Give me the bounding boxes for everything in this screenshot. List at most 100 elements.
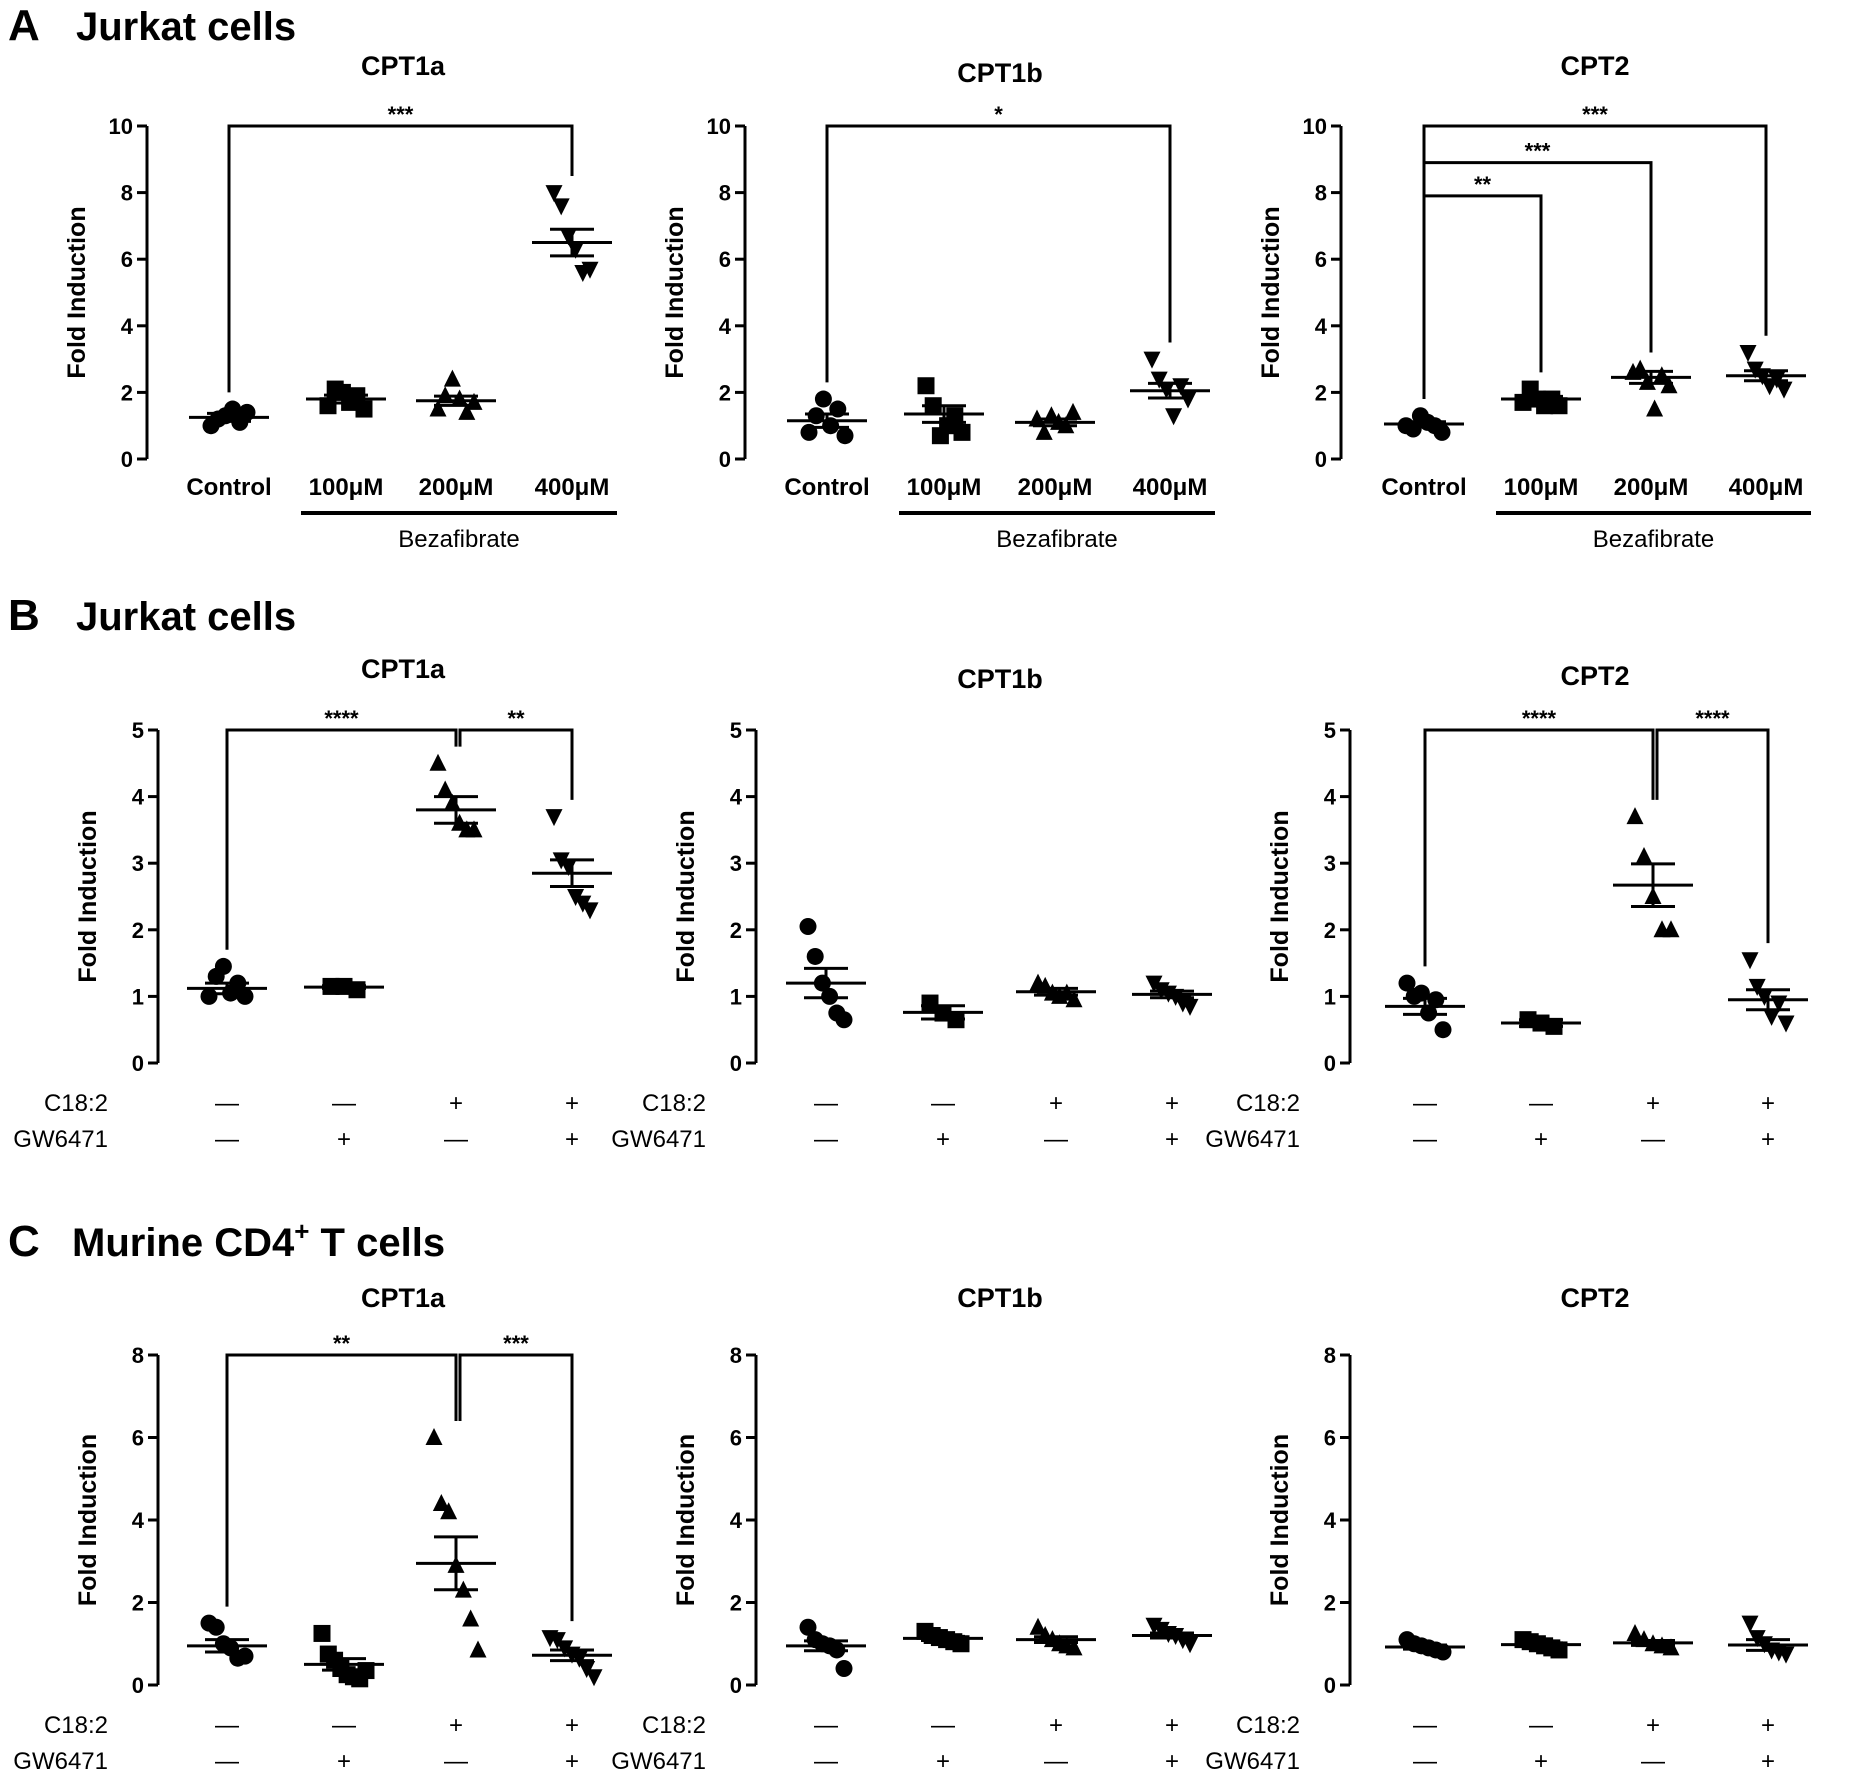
y-tick-label: 8: [730, 1343, 742, 1368]
condition-value: —: [215, 1748, 239, 1774]
significance-label: ****: [1522, 706, 1557, 731]
x-category-label: 100μM: [907, 474, 982, 501]
y-axis-label: Fold Induction: [672, 1434, 700, 1606]
y-tick-label: 2: [1315, 380, 1327, 405]
condition-value: +: [1761, 1748, 1775, 1774]
data-point: [1626, 807, 1644, 825]
data-point: [953, 423, 971, 441]
chart-title-a2: CPT1b: [957, 58, 1043, 88]
y-axis-label: Fold Induction: [63, 206, 91, 378]
data-point: [814, 390, 832, 408]
panel-c-title-sup: +: [294, 1216, 309, 1246]
significance-bracket: [1655, 728, 1770, 944]
data-point: [1777, 1015, 1795, 1033]
data-point: [1434, 1021, 1452, 1039]
panel-c-title-rest: T cells: [309, 1221, 445, 1265]
significance-bracket: [458, 1353, 574, 1622]
y-axis-label: Fold Induction: [1257, 206, 1285, 378]
data-point: [1775, 381, 1793, 399]
condition-value: +: [1049, 1712, 1063, 1739]
y-tick-label: 8: [719, 181, 731, 206]
data-point: [581, 902, 599, 920]
significance-bracket: [1422, 124, 1768, 400]
data-point: [1143, 351, 1161, 369]
y-tick-label: 2: [132, 1591, 144, 1616]
data-point: [469, 1640, 487, 1658]
y-tick-label: 0: [719, 447, 731, 472]
data-point: [425, 1428, 443, 1445]
y-tick-label: 8: [132, 1343, 144, 1368]
condition-value: —: [1044, 1748, 1068, 1774]
condition-value: —: [1413, 1126, 1437, 1153]
data-point: [458, 402, 476, 420]
y-axis-label: Fold Induction: [74, 810, 102, 982]
condition-value: +: [1761, 1712, 1775, 1739]
data-point: [319, 397, 337, 415]
significance-label: ***: [503, 1331, 529, 1356]
data-point: [1433, 423, 1451, 441]
y-tick-label: 10: [1303, 114, 1327, 139]
y-tick-label: 6: [719, 247, 731, 272]
condition-value: —: [1044, 1126, 1068, 1153]
y-tick-label: 0: [1324, 1051, 1336, 1076]
condition-value: —: [215, 1712, 239, 1739]
panel-b-letter: B: [8, 591, 40, 640]
chart-title-b3: CPT2: [1560, 661, 1629, 691]
data-point: [465, 820, 483, 838]
y-axis-label: Fold Induction: [661, 206, 689, 378]
condition-value: +: [565, 1126, 579, 1153]
y-tick-label: 0: [1324, 1673, 1336, 1698]
condition-label: C18:2: [44, 1090, 108, 1117]
y-tick-label: 4: [730, 785, 743, 810]
x-category-label: 200μM: [1614, 474, 1689, 501]
y-tick-label: 4: [730, 1508, 743, 1533]
data-point: [440, 1502, 458, 1520]
condition-value: +: [1534, 1126, 1548, 1153]
condition-value: +: [1761, 1126, 1775, 1153]
chart-title-c3: CPT2: [1560, 1283, 1629, 1313]
y-tick-label: 2: [1324, 918, 1336, 943]
panel-a-letter: A: [8, 1, 40, 50]
data-point: [1653, 366, 1671, 384]
significance-label: ****: [1695, 706, 1730, 731]
data-point: [835, 1660, 853, 1677]
condition-value: —: [1413, 1748, 1437, 1774]
panel-c-letter: C: [8, 1217, 40, 1266]
y-tick-label: 0: [1315, 447, 1327, 472]
chart-title-c1: CPT1a: [361, 1283, 446, 1313]
condition-value: +: [565, 1748, 579, 1774]
x-category-label: Control: [784, 474, 869, 501]
y-tick-label: 4: [1324, 1508, 1337, 1533]
condition-value: +: [337, 1748, 351, 1774]
data-point: [1748, 978, 1766, 996]
y-tick-label: 5: [730, 718, 742, 743]
y-tick-label: 0: [121, 447, 133, 472]
y-tick-label: 2: [121, 380, 133, 405]
y-tick-label: 4: [132, 785, 145, 810]
data-point: [1626, 1623, 1644, 1641]
y-tick-label: 6: [132, 1426, 144, 1451]
condition-value: —: [332, 1090, 356, 1117]
data-point: [1064, 402, 1082, 420]
y-tick-label: 1: [132, 984, 144, 1009]
data-point: [545, 185, 563, 203]
data-point: [214, 957, 232, 975]
significance-label: *: [994, 102, 1003, 127]
significance-bracket: [825, 124, 1172, 383]
y-tick-label: 0: [132, 1051, 144, 1076]
data-point: [432, 1494, 450, 1511]
significance-bracket: [227, 124, 574, 393]
condition-value: —: [1413, 1090, 1437, 1117]
data-point: [313, 1624, 331, 1642]
y-tick-label: 6: [1315, 247, 1327, 272]
significance-label: ***: [1525, 139, 1551, 164]
y-tick-label: 10: [707, 114, 731, 139]
condition-value: —: [332, 1712, 356, 1739]
chart-c-cpt1b: 0 2 4 6 8 Fold Induction C18:2 — — + + GW6471 — + — +: [611, 1343, 1212, 1774]
y-axis-label: Fold Induction: [672, 810, 700, 982]
y-tick-label: 6: [121, 247, 133, 272]
y-tick-label: 0: [730, 1673, 742, 1698]
chart-c-cpt1a: 0 2 4 6 8 Fold Induction C18:2 — — + + GW6471 — + — + **…: [13, 1331, 612, 1774]
x-category-label: 100μM: [1504, 474, 1579, 501]
chart-a-cpt2: 0 2 4 6 8 10 Fold Induction Control 100μM 200μM 40…: [1257, 102, 1811, 553]
